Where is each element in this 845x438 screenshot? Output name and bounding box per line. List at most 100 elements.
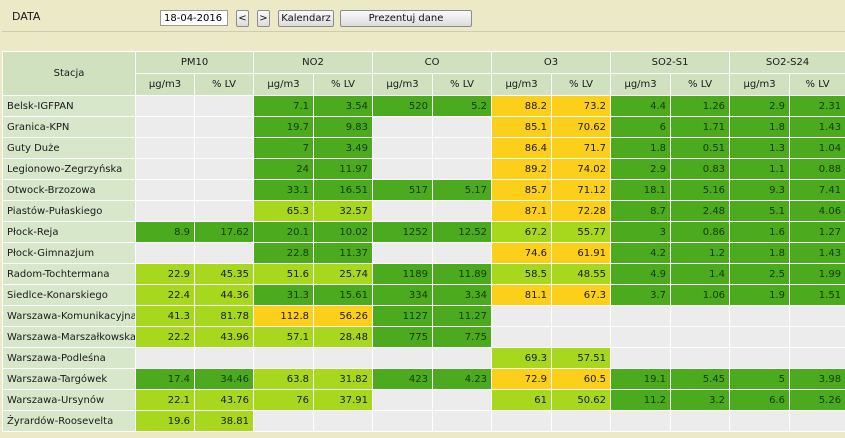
value-cell: 65.3 [253, 200, 315, 222]
percent-lv-cell: 0.83 [670, 158, 731, 180]
value-cell: 67.2 [491, 221, 553, 243]
percent-lv-cell [193, 158, 255, 180]
percent-lv-cell: 25.74 [313, 263, 374, 285]
value-cell: 19.1 [610, 368, 672, 390]
percent-lv-cell: 7.75 [432, 326, 493, 348]
percent-lv-cell: 34.46 [193, 368, 255, 390]
station-name: Żyrardów-Roosevelta [2, 410, 136, 432]
station-name: Guty Duże [2, 137, 136, 159]
table-header: Stacja PM10 NO2 CO O3 SO2-S1 SO2-S24 µg/m3% LV µ… [2, 51, 845, 96]
percent-lv-cell [193, 116, 255, 138]
value-cell: 7 [253, 137, 315, 159]
percent-lv-cell: 0.86 [670, 221, 731, 243]
percent-lv-cell: 61.91 [551, 242, 612, 264]
value-cell: 8.7 [610, 200, 672, 222]
station-name: Legionowo-Zegrzyńska [2, 158, 136, 180]
percent-lv-cell [789, 326, 845, 348]
value-cell [372, 347, 434, 369]
date-input[interactable] [160, 10, 228, 26]
value-cell: 1.9 [729, 284, 791, 306]
unit-header-ugm3: µg/m3 [491, 73, 553, 96]
station-name: Otwock-Brzozowa [2, 179, 136, 201]
percent-lv-cell: 43.76 [193, 389, 255, 411]
value-cell: 112.8 [253, 305, 315, 327]
percent-lv-cell: 48.55 [551, 263, 612, 285]
value-cell: 1.1 [729, 158, 791, 180]
group-header-so2-s1: SO2-S1 [610, 51, 731, 74]
value-cell: 85.7 [491, 179, 553, 201]
percent-lv-cell: 70.62 [551, 116, 612, 138]
value-cell: 7.1 [253, 95, 315, 117]
value-cell: 17.4 [135, 368, 195, 390]
percent-lv-cell: 71.12 [551, 179, 612, 201]
percent-lv-cell [193, 242, 255, 264]
value-cell: 58.5 [491, 263, 553, 285]
percent-lv-cell: 3.98 [789, 368, 845, 390]
percent-lv-cell [789, 305, 845, 327]
table-body: Belsk-IGFPAN 7.1 3.54 520 5.2 88.2 73.2 4.4 1.26… [2, 95, 845, 432]
percent-lv-cell [432, 200, 493, 222]
percent-lv-cell [789, 347, 845, 369]
unit-header-percent-lv: % LV [432, 73, 493, 96]
table-row: Guty Duże 7 3.49 86.4 71.7 1.8 0.51 1.3 1.04 [2, 137, 845, 159]
percent-lv-cell: 0.51 [670, 137, 731, 159]
value-cell: 1.8 [610, 137, 672, 159]
present-data-button[interactable]: Prezentuj dane [340, 10, 472, 27]
value-cell: 22.8 [253, 242, 315, 264]
unit-header-percent-lv: % LV [789, 73, 845, 96]
percent-lv-cell: 2.48 [670, 200, 731, 222]
percent-lv-cell: 0.88 [789, 158, 845, 180]
percent-lv-cell: 3.2 [670, 389, 731, 411]
percent-lv-cell: 50.62 [551, 389, 612, 411]
station-header: Stacja [2, 51, 136, 96]
percent-lv-cell [551, 305, 612, 327]
value-cell: 22.4 [135, 284, 195, 306]
value-cell: 69.3 [491, 347, 553, 369]
value-cell: 517 [372, 179, 434, 201]
percent-lv-cell [432, 410, 493, 432]
value-cell: 1189 [372, 263, 434, 285]
value-cell [135, 116, 195, 138]
value-cell: 63.8 [253, 368, 315, 390]
percent-lv-cell: 5.45 [670, 368, 731, 390]
percent-lv-cell: 1.71 [670, 116, 731, 138]
value-cell: 1.8 [729, 116, 791, 138]
percent-lv-cell: 45.35 [193, 263, 255, 285]
station-name: Warszawa-Marszałkowska [2, 326, 136, 348]
value-cell: 61 [491, 389, 553, 411]
calendar-button[interactable]: Kalendarz [278, 10, 334, 27]
group-header-no2: NO2 [253, 51, 374, 74]
value-cell: 423 [372, 368, 434, 390]
unit-header-percent-lv: % LV [551, 73, 612, 96]
value-cell: 2.5 [729, 263, 791, 285]
station-name: Warszawa-Ursynów [2, 389, 136, 411]
value-cell [372, 116, 434, 138]
percent-lv-cell [551, 326, 612, 348]
percent-lv-cell: 11.89 [432, 263, 493, 285]
table-row: Warszawa-Targówek 17.4 34.46 63.8 31.82 423 4.… [2, 368, 845, 390]
station-name: Płock-Reja [2, 221, 136, 243]
table-row: Legionowo-Zegrzyńska 24 11.97 89.2 74.02 2.9 0… [2, 158, 845, 180]
value-cell [253, 410, 315, 432]
percent-lv-cell: 1.04 [789, 137, 845, 159]
value-cell [491, 326, 553, 348]
table-row: Żyrardów-Roosevelta 19.6 38.81 [2, 410, 845, 432]
percent-lv-cell: 1.2 [670, 242, 731, 264]
percent-lv-cell [551, 410, 612, 432]
value-cell [372, 200, 434, 222]
station-name: Siedlce-Konarskiego [2, 284, 136, 306]
value-cell [135, 95, 195, 117]
percent-lv-cell: 3.49 [313, 137, 374, 159]
value-cell: 5 [729, 368, 791, 390]
table-row: Warszawa-Ursynów 22.1 43.76 76 37.91 61 50.62 1… [2, 389, 845, 411]
value-cell: 4.9 [610, 263, 672, 285]
percent-lv-cell: 74.02 [551, 158, 612, 180]
unit-header-percent-lv: % LV [670, 73, 731, 96]
value-cell: 1127 [372, 305, 434, 327]
value-cell: 334 [372, 284, 434, 306]
value-cell: 33.1 [253, 179, 315, 201]
next-day-button[interactable]: > [257, 10, 270, 27]
prev-day-button[interactable]: < [236, 10, 249, 27]
value-cell: 72.9 [491, 368, 553, 390]
group-header-so2-s24: SO2-S24 [729, 51, 845, 74]
